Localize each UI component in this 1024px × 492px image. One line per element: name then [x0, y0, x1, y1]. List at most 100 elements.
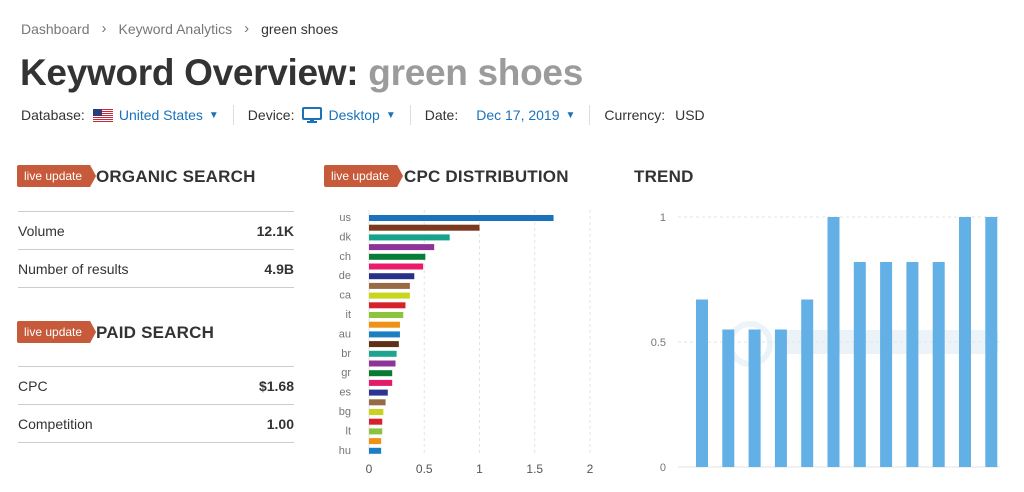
category-label: it: [346, 309, 352, 321]
category-label: hu: [339, 445, 351, 457]
y-tick-label: 0: [660, 462, 666, 474]
cpc-distribution-title: CPC DISTRIBUTION: [404, 167, 569, 186]
chevron-right-icon: ›: [101, 20, 107, 37]
database-value: United States: [118, 107, 203, 123]
live-update-badge[interactable]: live update: [324, 165, 403, 187]
trend-bar: [985, 217, 998, 467]
cpc-bar: [369, 370, 393, 377]
category-label: bg: [339, 406, 351, 418]
metric-value: 4.9B: [264, 260, 294, 277]
trend-bar: [696, 299, 708, 467]
category-label: lt: [346, 425, 352, 437]
cpc-bar: [369, 292, 410, 299]
cpc-bar: [369, 350, 397, 357]
divider: [18, 211, 294, 212]
cpc-bar: [369, 244, 435, 251]
divider: [589, 105, 591, 125]
cpc-bar: [369, 399, 386, 406]
category-label: gr: [341, 367, 351, 379]
x-tick-label: 1.5: [526, 462, 543, 476]
date-label: Date:: [424, 107, 459, 123]
page-title-keyword: green shoes: [368, 52, 583, 93]
chevron-down-icon: ▼: [565, 109, 576, 121]
y-tick-label: 1: [660, 212, 666, 224]
cpc-bar: [369, 282, 410, 289]
category-label: es: [339, 387, 351, 399]
cpc-bar: [369, 253, 426, 260]
category-label: ch: [339, 251, 351, 263]
cpc-bar: [369, 312, 404, 318]
category-label: br: [341, 348, 351, 360]
page-title: Keyword Overview: green shoes: [20, 52, 583, 94]
page-title-prefix: Keyword Overview:: [20, 52, 359, 93]
cpc-bar: [369, 379, 393, 386]
x-tick-label: 2: [587, 462, 594, 476]
trend-bar: [748, 329, 761, 467]
cpc-bar: [369, 428, 383, 435]
trend-bar: [959, 217, 971, 467]
currency-value: USD: [675, 107, 705, 123]
cpc-bar: [369, 418, 383, 425]
cpc-bar: [369, 331, 400, 338]
cpc-bar: [369, 302, 406, 309]
device-label: Device:: [247, 107, 295, 123]
date-value: Dec 17, 2019: [476, 107, 560, 123]
monitor-icon: [302, 107, 323, 123]
metric-label: CPC: [18, 377, 48, 394]
breadcrumb-dashboard[interactable]: Dashboard: [21, 20, 90, 37]
currency-label: Currency:: [604, 107, 666, 123]
x-tick-label: 1: [476, 462, 483, 476]
live-update-badge[interactable]: live update: [17, 321, 96, 343]
cpc-distribution-chart: 0 0.5 1 1.5 2 us dk ch de ca it au br gr es bg lt hu: [339, 210, 594, 476]
x-tick-label: 0.5: [416, 462, 433, 476]
trend-bar: [801, 299, 814, 467]
live-update-badge[interactable]: live update: [17, 165, 96, 187]
category-label: de: [339, 270, 351, 282]
category-label: au: [339, 328, 351, 340]
metric-row-volume: Volume 12.1K: [18, 212, 294, 250]
divider: [409, 105, 411, 125]
cpc-bar: [369, 389, 388, 396]
breadcrumb-keyword-analytics[interactable]: Keyword Analytics: [118, 20, 233, 37]
cpc-bar: [369, 447, 382, 454]
trend-bar: [932, 262, 945, 467]
category-label: dk: [339, 231, 351, 243]
metric-row-cpc: CPC $1.68: [18, 367, 294, 405]
metric-label: Number of results: [18, 260, 129, 277]
trend-chart: 10.50: [651, 212, 1000, 474]
cpc-bar: [369, 360, 396, 367]
trend-bar: [774, 329, 787, 467]
divider: [18, 366, 294, 367]
metric-row-competition: Competition 1.00: [18, 405, 294, 443]
cpc-bar: [369, 321, 400, 328]
metric-label: Competition: [18, 415, 93, 432]
cpc-bar: [369, 215, 554, 221]
chevron-down-icon: ▼: [385, 109, 396, 121]
cpc-bar: [369, 438, 382, 445]
trend-title: TREND: [634, 167, 694, 186]
filter-bar: Database: United States ▼ Device: Deskto…: [21, 105, 705, 125]
us-flag-icon: [92, 108, 113, 122]
chevron-right-icon: ›: [244, 20, 250, 37]
organic-search-title: ORGANIC SEARCH: [96, 167, 256, 186]
cpc-bar: [369, 224, 480, 231]
metric-row-results: Number of results 4.9B: [18, 250, 294, 288]
database-label: Database:: [21, 107, 85, 123]
cpc-bar: [369, 409, 384, 415]
cpc-bar: [369, 273, 415, 280]
trend-bar: [827, 217, 840, 467]
category-label: us: [339, 212, 351, 224]
device-select[interactable]: Desktop ▼: [302, 107, 396, 123]
metric-value: 1.00: [266, 415, 294, 432]
breadcrumb-current: green shoes: [261, 20, 339, 37]
x-tick-label: 0: [366, 462, 373, 476]
date-select[interactable]: Dec 17, 2019 ▼: [476, 107, 575, 123]
paid-search-title: PAID SEARCH: [96, 323, 215, 342]
breadcrumb: Dashboard › Keyword Analytics › green sh…: [21, 20, 338, 37]
metric-value: 12.1K: [256, 222, 294, 239]
chevron-down-icon: ▼: [208, 109, 219, 121]
category-label: ca: [339, 290, 352, 302]
database-select[interactable]: United States ▼: [92, 107, 219, 123]
trend-bar: [906, 262, 919, 467]
metric-label: Volume: [18, 222, 65, 239]
